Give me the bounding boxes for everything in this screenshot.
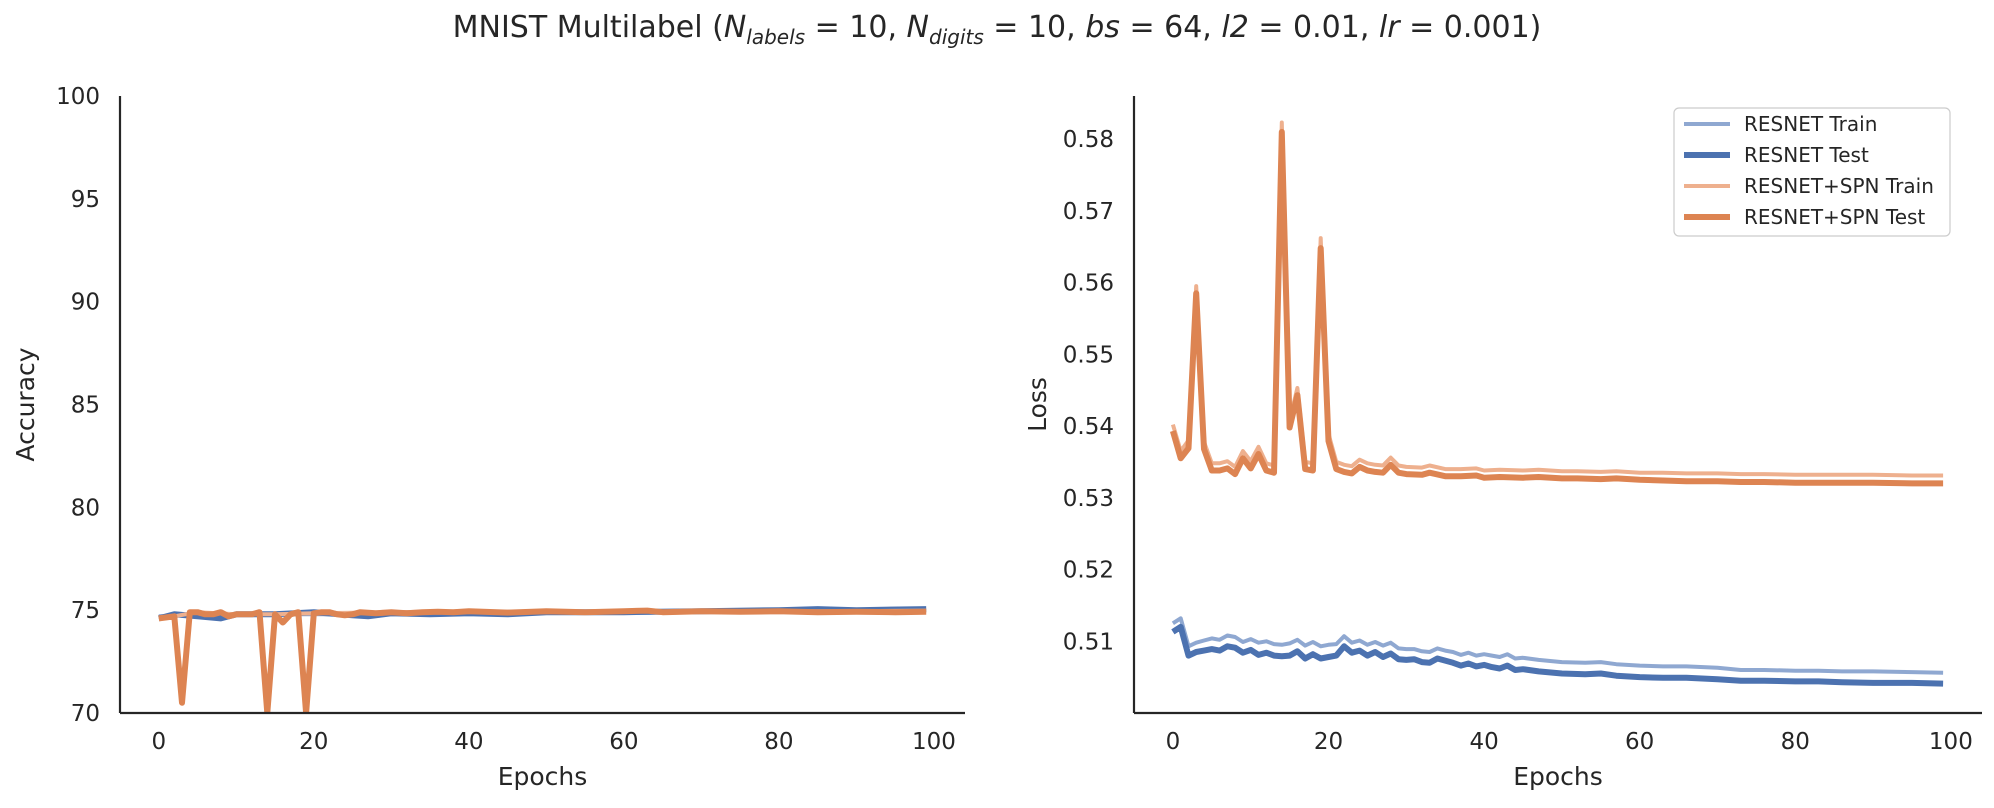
title-param-2: bs = 64, [1085, 10, 1222, 45]
y-tick-label: 0.53 [1063, 486, 1114, 512]
figure-title-params: Nlabels = 10, Ndigits = 10, bs = 64, l2 … [723, 10, 1530, 49]
plot-bottom-mask [1132, 714, 1984, 754]
x-tick-label: 80 [764, 729, 793, 755]
title-param-1: Ndigits = 10, [906, 10, 1086, 49]
y-tick-label: 70 [71, 701, 100, 727]
accuracy-chart: 0 20 40 60 80 100 70 75 80 85 90 95 100 Epochs Accurac… [11, 84, 967, 791]
plot-bottom-mask [118, 714, 967, 754]
series-line-resnet-spn-train [1170, 120, 1944, 478]
y-tick-label: 100 [56, 84, 100, 110]
y-tick-label: 0.55 [1063, 342, 1114, 368]
title-param-0: Nlabels = 10, [723, 10, 907, 49]
y-tick-label: 0.54 [1063, 414, 1114, 440]
loss-chart: 0 20 40 60 80 100 0.51 0.52 0.53 0.54 0.55 0.56 0.57… [1023, 96, 1984, 791]
y-tick-label: 80 [71, 495, 100, 521]
figure-title-prefix: MNIST Multilabel ( [452, 10, 724, 45]
x-tick-label: 20 [299, 729, 328, 755]
y-tick-label: 0.57 [1063, 199, 1114, 225]
title-param-4: lr = 0.001 [1378, 10, 1530, 45]
figure-title: MNIST Multilabel (Nlabels = 10, Ndigits … [0, 10, 1994, 49]
y-tick-label: 85 [71, 393, 100, 419]
series-line-resnet-test [1171, 623, 1944, 687]
legend-entry-label: RESNET Test [1744, 143, 1869, 167]
legend-entry-label: RESNET+SPN Train [1744, 174, 1934, 198]
x-axis-label: Epochs [1513, 762, 1603, 791]
x-tick-label: 60 [1625, 729, 1654, 755]
x-tick-label: 40 [1469, 729, 1498, 755]
x-tick-label: 40 [454, 729, 483, 755]
y-tick-label: 0.56 [1063, 271, 1114, 297]
x-tick-label: 100 [1929, 729, 1973, 755]
legend-box [1673, 107, 1951, 237]
legend-entry-label: RESNET Train [1744, 112, 1877, 136]
series-line-resnet-spn-test [1170, 128, 1944, 487]
legend-entry-label: RESNET+SPN Test [1744, 205, 1925, 229]
y-tick-label: 75 [71, 598, 100, 624]
x-tick-label: 0 [1166, 729, 1181, 755]
y-axis-label: Accuracy [11, 347, 40, 461]
figure-title-suffix: ) [1529, 10, 1542, 45]
x-tick-label: 100 [912, 729, 956, 755]
x-tick-label: 20 [1314, 729, 1343, 755]
title-param-3: l2 = 0.01, [1221, 10, 1379, 45]
legend: RESNET Train RESNET Test RESNET+SPN Train R… [1673, 107, 1951, 237]
y-tick-label: 95 [71, 187, 100, 213]
y-axis-label: Loss [1023, 377, 1052, 432]
x-tick-label: 60 [609, 729, 638, 755]
y-tick-label: 0.51 [1063, 629, 1114, 655]
x-tick-label: 80 [1781, 729, 1810, 755]
series-line-resnet-train [1171, 616, 1944, 675]
y-tick-label: 0.58 [1063, 127, 1114, 153]
x-axis-label: Epochs [498, 762, 588, 791]
y-tick-label: 90 [71, 290, 100, 316]
series-line-resnet-spn-test [158, 607, 927, 716]
y-tick-label: 0.52 [1063, 558, 1114, 584]
x-tick-label: 0 [151, 729, 166, 755]
